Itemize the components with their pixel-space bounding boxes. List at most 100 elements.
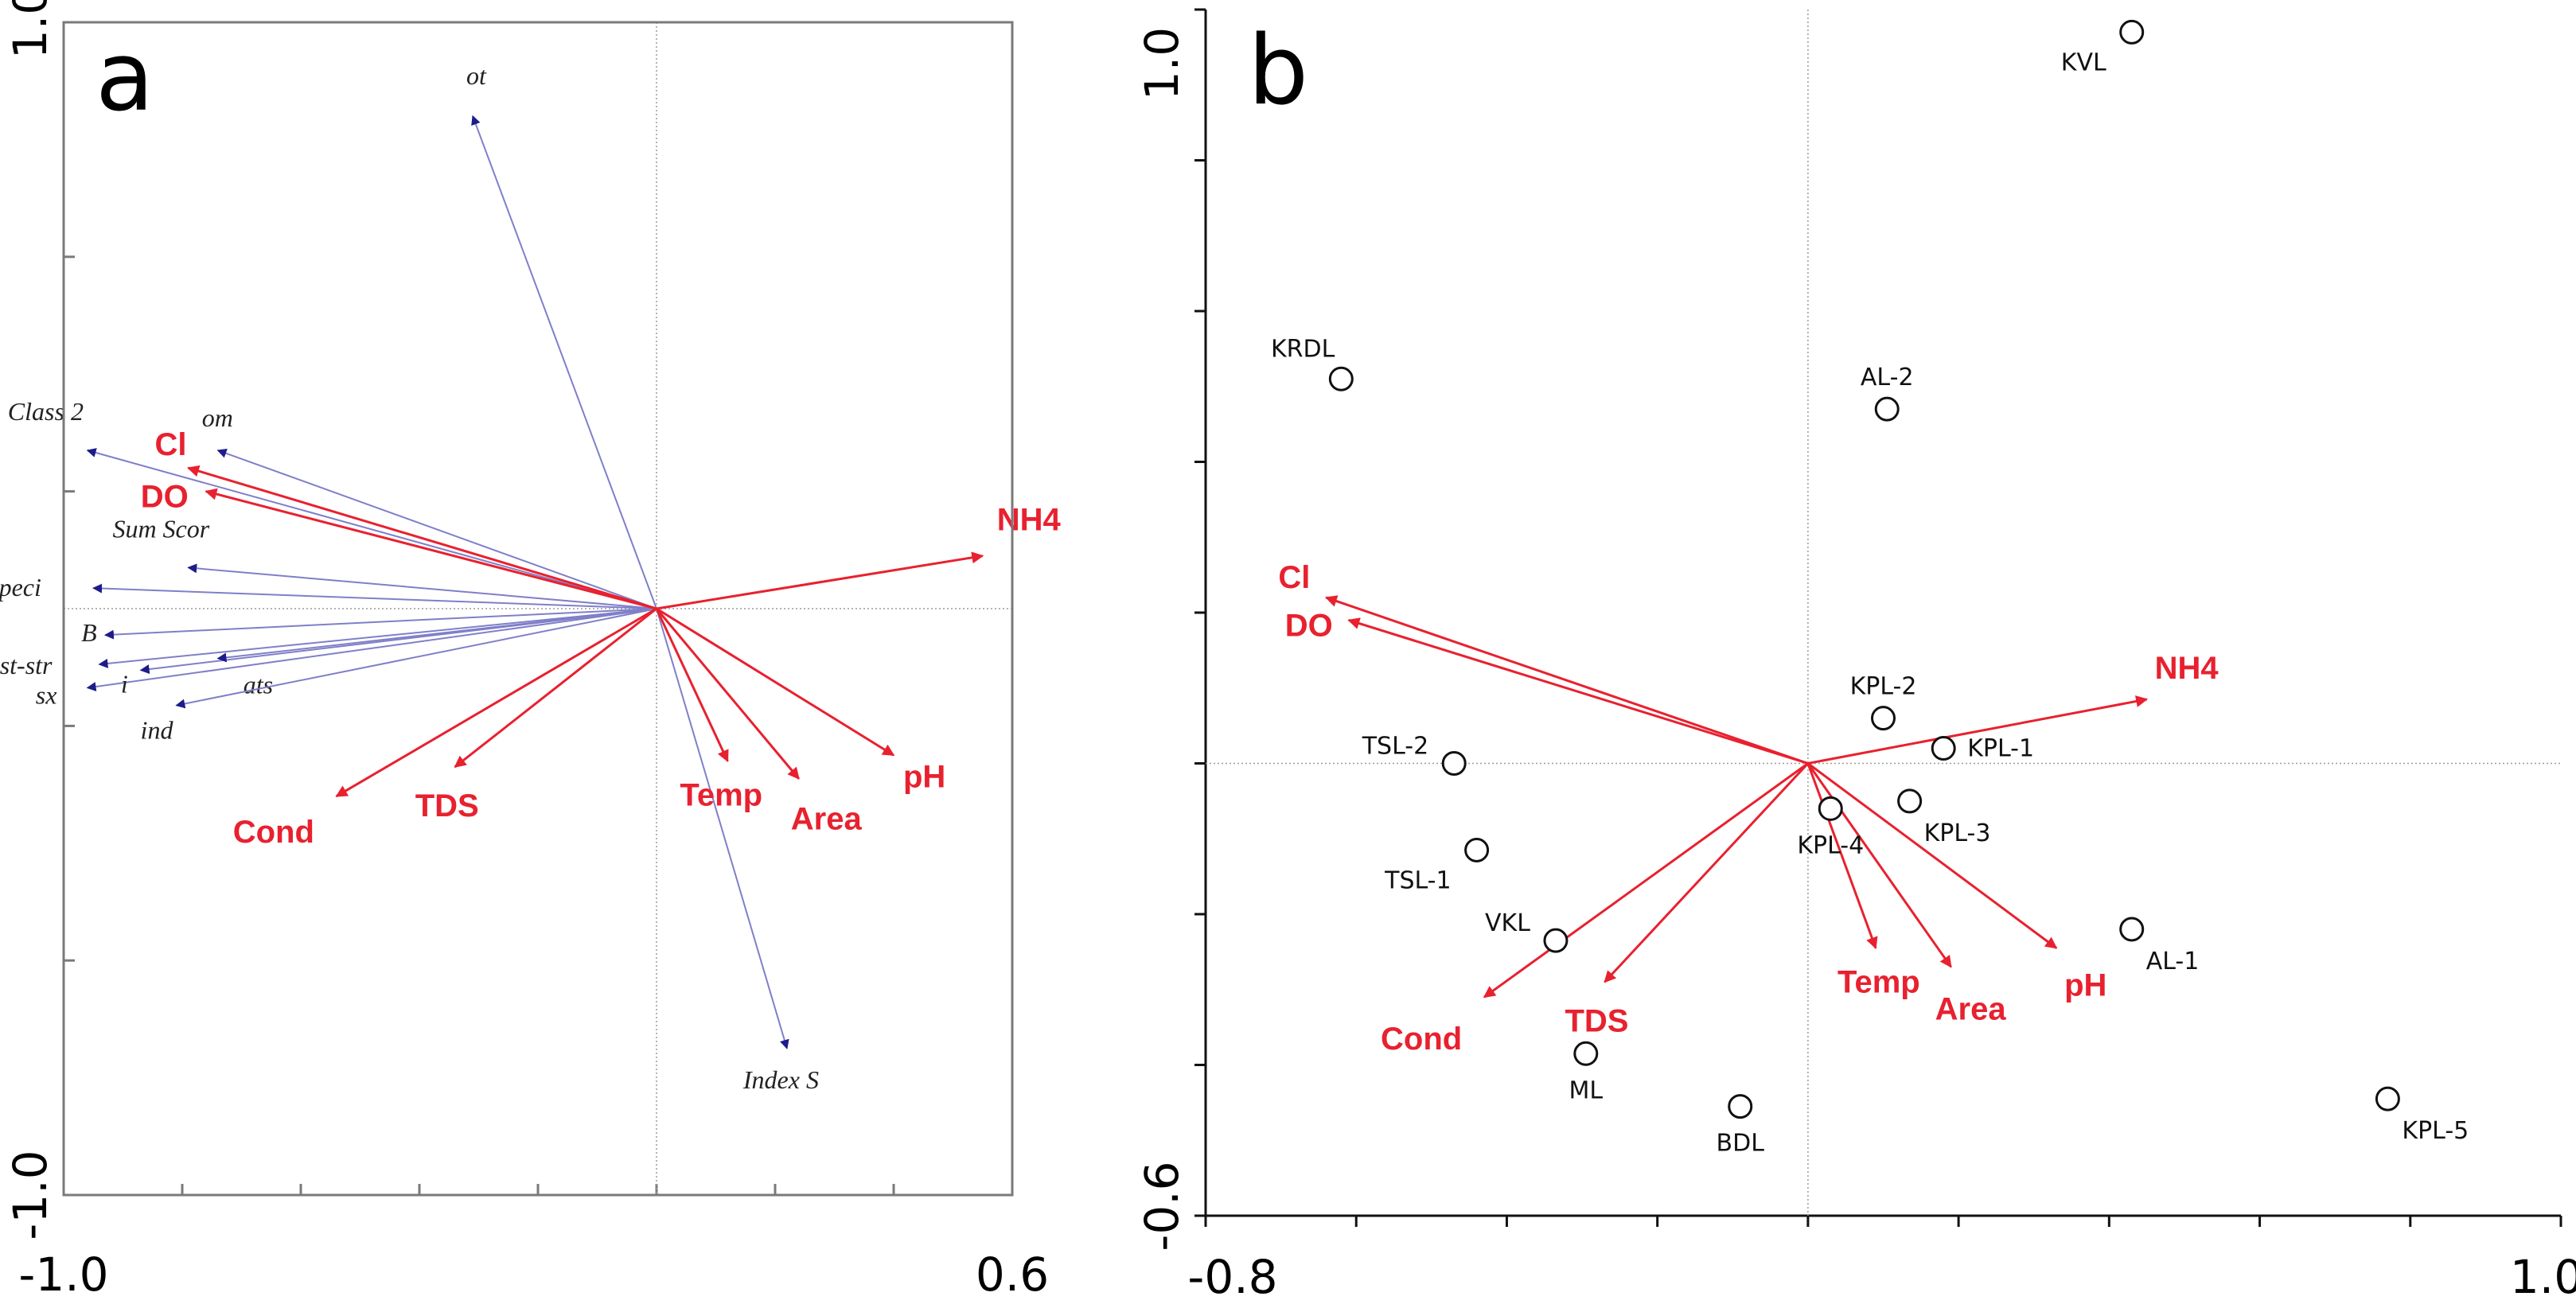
panel-b-tick-labels: -0.8 1.0 1.0 -0.6 (1135, 27, 2576, 1304)
y-tick-label: -0.6 (1135, 1161, 1189, 1251)
env-label-tds: TDS (415, 788, 479, 823)
site-point-bdl (1728, 1094, 1753, 1119)
site-point-al-2 (1874, 396, 1900, 422)
env-arrow-ph (1806, 762, 2058, 949)
site-point-tsl-2 (1441, 751, 1467, 776)
species-label-i: i (121, 669, 128, 698)
species-label-index-s: Index S (742, 1065, 819, 1094)
env-label-nh4: NH4 (2155, 651, 2219, 686)
site-label-kpl-4: KPL-4 (1797, 831, 1864, 859)
panel-a-tick-labels: -1.0 0.6 1.0 -1.0 (3, 0, 1049, 1302)
env-arrow-ph (656, 607, 895, 757)
panel-b-ticks (1194, 8, 2562, 1227)
species-arrow-st-str (98, 608, 657, 668)
y-tick-label: -1.0 (3, 1150, 57, 1240)
env-arrow-cl (187, 465, 657, 610)
panel-b-sites: KVL KRDL AL-2 KPL-2 KPL-1 TSL-2 KPL-3 KPL-4 TSL-… (1271, 19, 2469, 1158)
env-label-area: Area (1935, 991, 2007, 1026)
x-tick-label: 0.6 (976, 1248, 1049, 1302)
site-point-kpl-1 (1931, 736, 1956, 761)
env-arrow-nh4 (1807, 695, 2149, 765)
env-arrow-area (1806, 762, 1952, 968)
env-arrow-area (655, 608, 800, 780)
y-tick-label: 1.0 (3, 0, 57, 59)
species-label-ot: ot (466, 61, 487, 90)
site-label-tsl-2: TSL-2 (1362, 733, 1428, 761)
env-arrow-tds (454, 607, 657, 769)
site-point-kpl-5 (2375, 1086, 2400, 1111)
env-arrow-temp (655, 608, 729, 762)
panel-a-zero-lines (64, 22, 1012, 1195)
site-label-tsl-1: TSL-1 (1384, 866, 1451, 894)
species-arrow-class-2 (86, 448, 657, 609)
species-label-ats: ats (244, 671, 273, 699)
site-label-kpl-5: KPL-5 (2402, 1117, 2469, 1145)
env-arrow-temp (1806, 762, 1878, 950)
species-label-sum-scor: Sum Scor (112, 514, 209, 543)
species-label-no-speci: No Speci (0, 573, 41, 601)
species-label-om: om (202, 403, 233, 432)
env-label-area: Area (791, 802, 863, 837)
site-label-bdl: BDL (1717, 1130, 1765, 1158)
env-label-do: DO (1285, 608, 1333, 643)
env-arrow-cl (1324, 595, 1809, 765)
x-tick-label: -1.0 (18, 1248, 108, 1302)
species-arrow-ind (175, 608, 657, 709)
site-label-ml: ML (1569, 1076, 1603, 1104)
site-label-kvl: KVL (2061, 49, 2106, 76)
x-tick-label: -0.8 (1187, 1250, 1277, 1304)
species-arrow-b (103, 608, 657, 640)
species-arrow-ot (471, 115, 657, 609)
env-label-temp: Temp (680, 778, 762, 813)
panel-b-letter: b (1248, 16, 1308, 127)
species-arrow-index-s (656, 608, 789, 1049)
panel-b: b Cl DO NH4 Cond TDS Temp Area pH KVL KRDL AL-2 KP… (1135, 8, 2576, 1304)
species-arrow-om (216, 449, 657, 609)
env-arrow-cond (335, 607, 657, 798)
species-arrow-sum-scor (187, 563, 657, 609)
env-label-ph: pH (2064, 968, 2106, 1003)
site-label-al-2: AL-2 (1861, 364, 1914, 391)
panel-a-letter: a (95, 22, 154, 133)
env-label-cond: Cond (1381, 1022, 1462, 1057)
site-label-al-1: AL-1 (2146, 948, 2200, 975)
env-label-cl: Cl (154, 427, 186, 462)
site-label-kpl-2: KPL-2 (1850, 673, 1917, 701)
panel-b-zero-lines (1206, 10, 2561, 1216)
site-point-krdl (1328, 366, 1354, 391)
site-point-kpl-2 (1871, 706, 1896, 731)
species-arrow-ats (216, 608, 657, 663)
site-point-al-1 (2119, 917, 2145, 942)
env-label-ph: pH (903, 759, 945, 794)
site-point-tsl-1 (1464, 837, 1490, 862)
env-arrow-nh4 (656, 551, 984, 610)
site-label-krdl: KRDL (1271, 335, 1335, 363)
species-label-sx: sx (36, 680, 57, 709)
site-label-kpl-3: KPL-3 (1924, 819, 1991, 847)
species-label-st-str: st-str (0, 651, 53, 679)
species-label-b: B (81, 618, 97, 647)
env-label-cond: Cond (233, 815, 314, 850)
env-label-temp: Temp (1837, 965, 1920, 1000)
site-point-kvl (2119, 19, 2145, 45)
env-arrow-do (1347, 617, 1809, 765)
env-label-nh4: NH4 (997, 503, 1062, 538)
y-tick-label: 1.0 (1135, 27, 1189, 100)
env-arrow-tds (1604, 762, 1809, 983)
site-point-kpl-3 (1897, 788, 1923, 814)
species-arrow-sx (86, 608, 657, 691)
site-point-ml (1573, 1041, 1599, 1066)
x-tick-label: 1.0 (2510, 1250, 2576, 1304)
env-label-tds: TDS (1565, 1003, 1628, 1038)
env-label-do: DO (141, 480, 189, 515)
env-arrow-cond (1483, 762, 1809, 999)
panel-a-frame (62, 21, 1014, 1197)
env-label-cl: Cl (1278, 560, 1310, 595)
site-label-vkl: VKL (1485, 909, 1530, 937)
site-point-vkl (1543, 928, 1569, 953)
species-arrow-no-speci (92, 583, 657, 609)
species-label-class-2: Class 2 (8, 397, 84, 426)
site-point-kpl-4 (1818, 796, 1843, 821)
panel-a-env-arrows: Cl DO NH4 Cond TDS Temp Area pH (141, 427, 1062, 850)
